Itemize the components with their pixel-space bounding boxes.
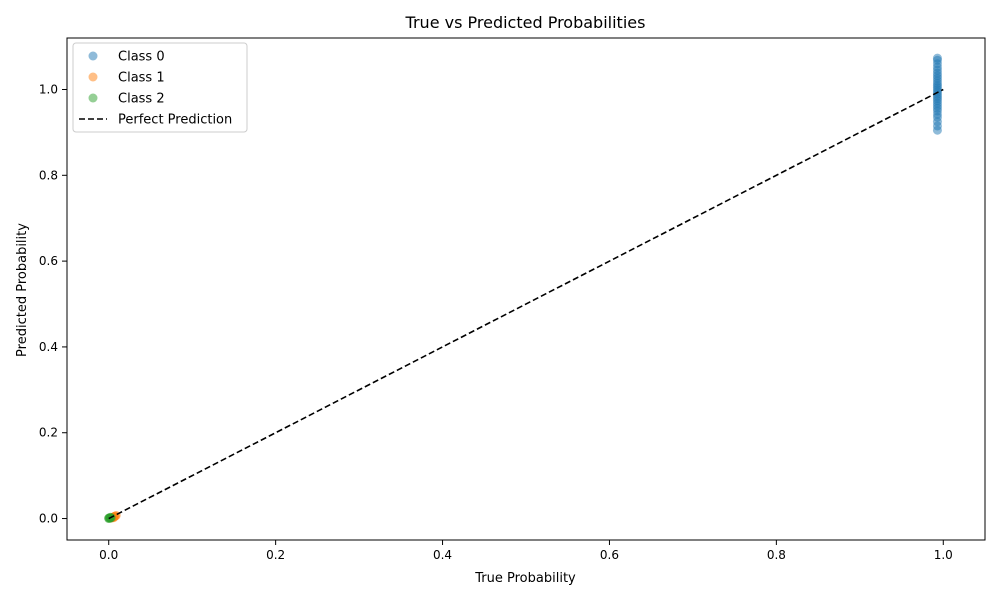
- y-tick-label: 0.4: [39, 340, 58, 354]
- x-tick-label: 0.8: [767, 548, 786, 562]
- axes-frame: [66, 37, 986, 541]
- perfect-prediction-line: [108, 88, 944, 520]
- x-tick-label: 1.0: [934, 548, 953, 562]
- chart-title: True vs Predicted Probabilities: [405, 13, 646, 32]
- legend-label-class-2: Class 2: [118, 92, 165, 107]
- y-tick-label: 0.8: [39, 168, 58, 182]
- y-tick-label: 0.2: [39, 426, 58, 440]
- x-tick-label: 0.6: [600, 548, 619, 562]
- plot-area: 0.0 0.2 0.4 0.6 0.8 1.0 0.0 0.2 0.4 0.6 0.8 1.0 Clas…: [39, 37, 986, 562]
- x-tick-label: 0.0: [99, 548, 118, 562]
- x-tick-label: 0.4: [433, 548, 452, 562]
- legend-marker-class-1: [88, 72, 98, 82]
- data-point-class-0: [932, 53, 942, 63]
- x-axis-label: True Probability: [474, 571, 576, 586]
- legend-label-class-1: Class 1: [118, 71, 165, 86]
- legend-marker-class-2: [88, 93, 98, 103]
- legend-box: [72, 42, 248, 133]
- y-tick-label: 1.0: [39, 82, 58, 96]
- legend-marker-class-0: [88, 51, 98, 61]
- legend-label-perfect-prediction: Perfect Prediction: [118, 113, 232, 128]
- y-tick-label: 0.0: [39, 512, 58, 526]
- legend-label-class-0: Class 0: [118, 50, 165, 65]
- x-tick-label: 0.2: [266, 548, 285, 562]
- y-axis-label: Predicted Probability: [15, 223, 30, 357]
- y-tick-label: 0.6: [39, 254, 58, 268]
